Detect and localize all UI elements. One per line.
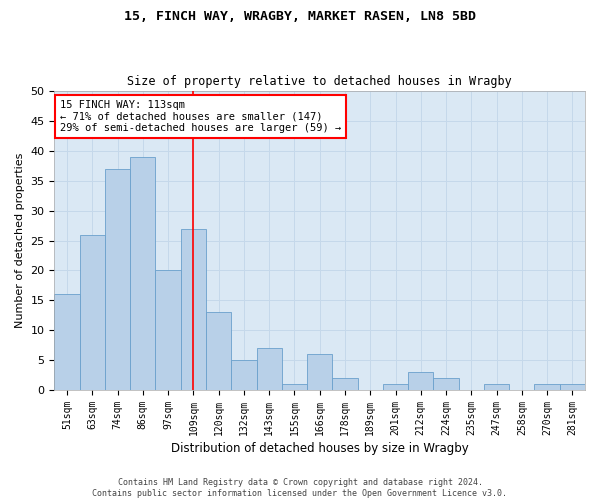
Bar [105, 169, 130, 390]
X-axis label: Distribution of detached houses by size in Wragby: Distribution of detached houses by size … [171, 442, 469, 455]
Bar [80, 234, 105, 390]
Bar [307, 354, 332, 390]
Bar [560, 384, 585, 390]
Bar [55, 294, 80, 390]
Bar [282, 384, 307, 390]
Bar [206, 312, 231, 390]
Bar [130, 157, 155, 390]
Text: 15 FINCH WAY: 113sqm
← 71% of detached houses are smaller (147)
29% of semi-deta: 15 FINCH WAY: 113sqm ← 71% of detached h… [60, 100, 341, 133]
Bar [231, 360, 257, 390]
Bar [535, 384, 560, 390]
Text: Contains HM Land Registry data © Crown copyright and database right 2024.
Contai: Contains HM Land Registry data © Crown c… [92, 478, 508, 498]
Y-axis label: Number of detached properties: Number of detached properties [15, 153, 25, 328]
Bar [181, 228, 206, 390]
Bar [408, 372, 433, 390]
Bar [383, 384, 408, 390]
Bar [433, 378, 458, 390]
Bar [155, 270, 181, 390]
Title: Size of property relative to detached houses in Wragby: Size of property relative to detached ho… [127, 76, 512, 88]
Text: 15, FINCH WAY, WRAGBY, MARKET RASEN, LN8 5BD: 15, FINCH WAY, WRAGBY, MARKET RASEN, LN8… [124, 10, 476, 23]
Bar [257, 348, 282, 390]
Bar [484, 384, 509, 390]
Bar [332, 378, 358, 390]
